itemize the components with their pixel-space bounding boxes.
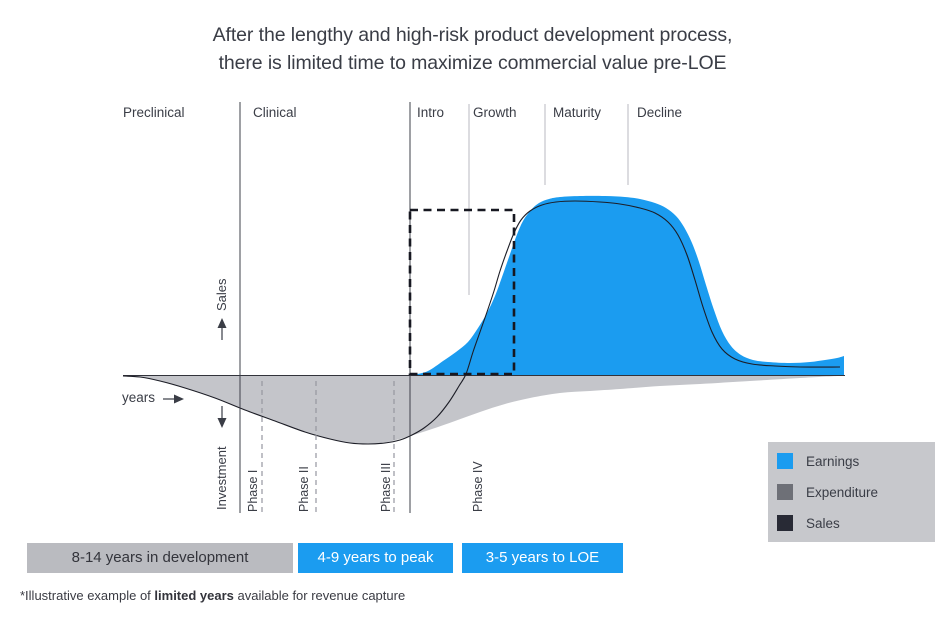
footnote-prefix: *Illustrative example of (20, 588, 155, 603)
legend-label-earnings: Earnings (806, 453, 860, 469)
footnote: *Illustrative example of limited years a… (20, 588, 405, 603)
legend-item-expenditure: Expenditure (768, 484, 935, 500)
years-axis-arrow-right-icon (163, 394, 184, 404)
stage-label-intro: Intro (417, 105, 445, 120)
sales-axis-arrow-up-icon (217, 318, 227, 340)
series-area-earnings (413, 195, 844, 376)
footnote-suffix: available for revenue capture (233, 588, 406, 603)
stage-label-maturity: Maturity (553, 105, 602, 120)
phase-label-phase-iv: Phase IV (471, 461, 485, 512)
years-axis-label: years (122, 390, 156, 405)
legend-label-sales: Sales (806, 515, 840, 531)
footnote-bold: limited years (154, 588, 234, 603)
sales-axis-label: Sales (214, 278, 229, 311)
series-line-sales (122, 200, 841, 445)
legend-swatch-expenditure (777, 484, 793, 500)
investment-axis-label: Investment (214, 446, 229, 510)
stage-label-clinical: Clinical (253, 105, 297, 120)
timeline-bar-1: 4-9 years to peak (298, 543, 453, 573)
legend-swatch-sales (777, 515, 793, 531)
phase-label-phase-i: Phase I (246, 469, 260, 512)
chart-title-line1: After the lengthy and high-risk product … (212, 24, 733, 46)
chart-title: After the lengthy and high-risk product … (0, 21, 945, 77)
stage-label-preclinical: Preclinical (123, 105, 185, 120)
legend-swatch-earnings (777, 453, 793, 469)
legend-item-earnings: Earnings (768, 453, 935, 469)
legend-item-sales: Sales (768, 515, 935, 531)
stage-label-growth: Growth (473, 105, 517, 120)
timeline-bar-2: 3-5 years to LOE (462, 543, 623, 573)
phase-label-phase-iii: Phase III (379, 462, 393, 512)
series-area-expenditure (123, 375, 837, 445)
legend: Earnings Expenditure Sales (768, 442, 935, 542)
stage-label-decline: Decline (637, 105, 683, 120)
phase-label-phase-ii: Phase II (297, 466, 311, 512)
timeline-bar-0: 8-14 years in development (27, 543, 293, 573)
chart-title-line2: there is limited time to maximize commer… (218, 52, 727, 74)
legend-label-expenditure: Expenditure (806, 484, 879, 500)
investment-axis-arrow-down-icon (217, 406, 227, 428)
